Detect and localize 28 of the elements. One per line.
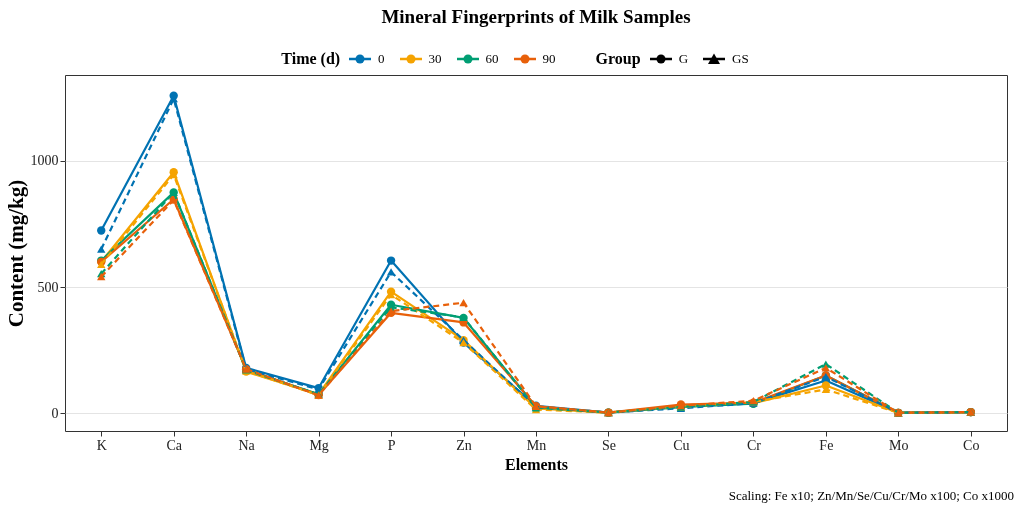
x-tick-label: Ca	[166, 437, 183, 453]
text: GS	[732, 51, 749, 67]
x-tick-label: Mg	[309, 437, 329, 453]
x-tick-label: Cu	[673, 437, 690, 453]
x-tick-label: Na	[238, 437, 256, 453]
x-tick-label: Zn	[456, 437, 472, 453]
x-tick-label: Co	[963, 437, 980, 453]
x-tick-label: Mn	[526, 437, 547, 453]
y-tick-label: 0	[51, 405, 59, 421]
text: G	[678, 51, 689, 67]
x-tick-label: Fe	[819, 437, 834, 453]
x-tick-label: Cr	[746, 437, 762, 453]
legend-label: 60	[485, 51, 499, 67]
x-axis-title: Elements	[504, 455, 569, 473]
chart-title: Mineral Fingerprints of Milk Samples	[381, 6, 691, 27]
x-tick-label: Mo	[889, 437, 909, 453]
x-tick-label: Se	[601, 437, 616, 453]
legend-label: 90	[542, 51, 556, 67]
text: Time (d)	[281, 50, 341, 67]
y-tick-label: 500	[37, 279, 59, 295]
y-tick-label: 1000	[30, 153, 59, 169]
legend-label: 0	[378, 51, 385, 67]
legend-label: 30	[428, 51, 442, 67]
x-tick-label: K	[96, 437, 107, 453]
text: Scaling: Fe x10; Zn/Mn/Se/Cu/Cr/Mo x100; Co x1000	[728, 488, 1014, 504]
text: Group	[595, 50, 641, 67]
y-axis-title: Content (mg/kg)	[3, 179, 28, 328]
x-tick-label: P	[387, 437, 396, 453]
